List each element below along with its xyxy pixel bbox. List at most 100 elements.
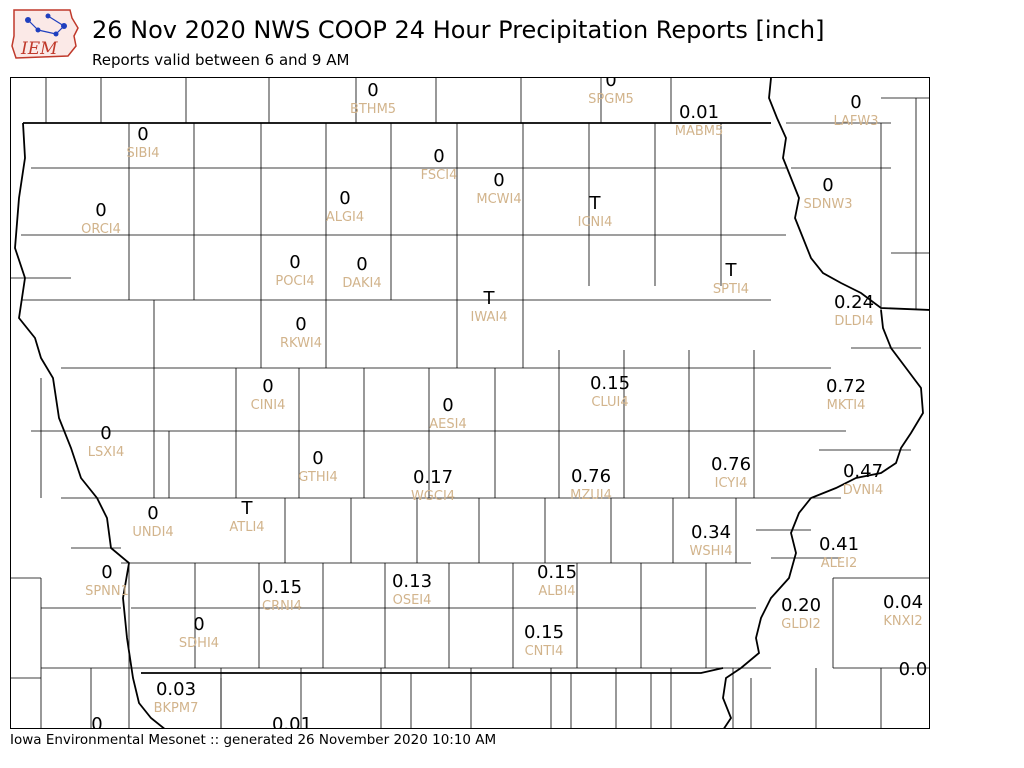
precip-value: 0 (193, 614, 204, 635)
station-id: BTHM5 (350, 102, 396, 117)
precip-value: 0 (493, 170, 504, 191)
precip-value: 0.04 (883, 592, 923, 613)
precip-value: 0.01 (272, 714, 312, 729)
precip-value: 0.76 (571, 466, 611, 487)
precip-value: 0.15 (524, 622, 564, 643)
station-id: OSEI4 (393, 593, 432, 608)
precip-value: 0.15 (537, 562, 577, 583)
precip-value: 0.03 (156, 679, 196, 700)
station-id: CINI4 (251, 398, 286, 413)
station-id: DLDI4 (834, 314, 873, 329)
station-id: SIBI4 (126, 146, 159, 161)
station-id: DAKI4 (342, 276, 381, 291)
precip-value: 0 (822, 175, 833, 196)
precip-value: 0.0 (899, 659, 928, 680)
station-report: 0.0 (899, 659, 928, 680)
station-id: ALEI2 (821, 556, 857, 571)
station-id: MKTI4 (827, 398, 866, 413)
precip-value: 0 (850, 92, 861, 113)
precipitation-map: 0 BTHM5 0 SPGM5 0.01 MABM5 0 LAFW3 0 SIBI4 0 FSCI4 0… (10, 77, 930, 729)
station-id: SPTI4 (713, 282, 749, 297)
precip-value: 0.15 (590, 373, 630, 394)
station-report: 0.01 (272, 714, 312, 729)
precip-value: 0.72 (826, 376, 866, 397)
iem-logo: IEM (8, 6, 80, 62)
station-id: ICNI4 (578, 215, 613, 230)
precip-value: 0 (100, 423, 111, 444)
station-id: ALGI4 (326, 210, 364, 225)
precip-value: 0.13 (392, 571, 432, 592)
station-id: SPGM5 (588, 92, 634, 107)
station-id: KNXI2 (883, 614, 922, 629)
station-id: CNTI4 (525, 644, 564, 659)
page-title: 26 Nov 2020 NWS COOP 24 Hour Precipitati… (92, 16, 825, 44)
station-id: RKWI4 (280, 336, 322, 351)
station-id: CLUI4 (591, 395, 628, 410)
station-id: BKPM7 (154, 701, 199, 716)
station-id: WSHI4 (690, 544, 733, 559)
station-id: ATLI4 (229, 520, 264, 535)
station-id: GLDI2 (781, 617, 820, 632)
station-id: ALBI4 (538, 584, 575, 599)
precip-value: T (241, 498, 254, 519)
station-id: ICYI4 (715, 476, 748, 491)
precip-value: 0 (433, 146, 444, 167)
station-id: AESI4 (429, 417, 466, 432)
county-boundaries (11, 78, 929, 728)
precip-value: 0.47 (843, 461, 883, 482)
station-id: MABM5 (675, 124, 724, 139)
station-id: DVNI4 (843, 483, 884, 498)
station-id: SPNN1 (85, 584, 129, 599)
state-boundaries (14, 78, 929, 728)
station-id: GTHI4 (298, 470, 337, 485)
station-id: IWAI4 (471, 310, 508, 325)
precip-value: 0.15 (262, 577, 302, 598)
precip-value: 0.34 (691, 522, 731, 543)
precip-value: 0.01 (679, 102, 719, 123)
precip-value: 0 (367, 80, 378, 101)
station-report: 0 (91, 714, 102, 728)
precip-value: 0 (295, 314, 306, 335)
precip-value: 0 (339, 188, 350, 209)
station-id: WGCI4 (411, 489, 455, 504)
precip-value: 0 (262, 376, 273, 397)
station-id: MCWI4 (476, 192, 521, 207)
logo-text: IEM (20, 39, 58, 59)
precip-value: 0 (289, 252, 300, 273)
station-id: UNDI4 (132, 525, 173, 540)
station-id: POCI4 (275, 274, 314, 289)
